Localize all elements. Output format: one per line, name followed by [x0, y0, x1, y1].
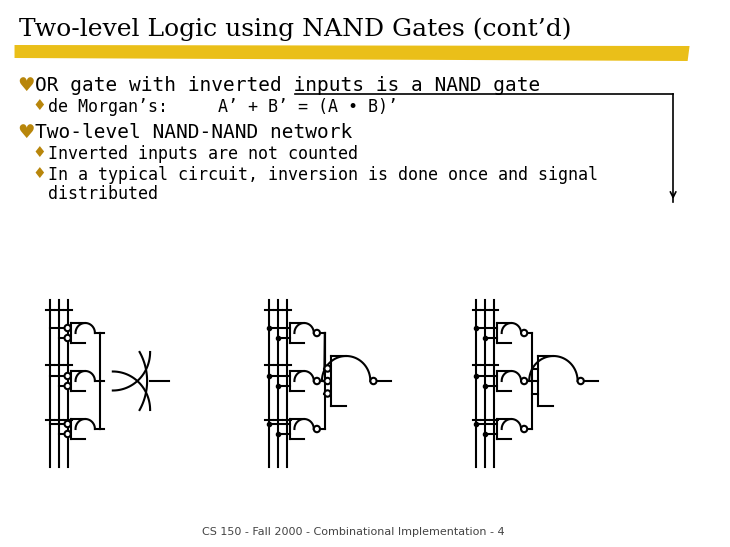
Circle shape	[370, 378, 377, 384]
Text: de Morgan’s:     A’ + B’ = (A • B)’: de Morgan’s: A’ + B’ = (A • B)’	[48, 98, 399, 116]
Text: ♦: ♦	[33, 145, 47, 160]
Circle shape	[324, 378, 331, 384]
Circle shape	[64, 373, 71, 379]
Circle shape	[521, 378, 527, 384]
Text: Two-level NAND-NAND network: Two-level NAND-NAND network	[35, 123, 352, 142]
Circle shape	[314, 330, 320, 336]
Text: distributed: distributed	[48, 185, 158, 203]
Circle shape	[314, 378, 320, 384]
Text: Inverted inputs are not counted: Inverted inputs are not counted	[48, 145, 358, 163]
Circle shape	[64, 383, 71, 389]
Circle shape	[577, 378, 584, 384]
Text: CS 150 - Fall 2000 - Combinational Implementation - 4: CS 150 - Fall 2000 - Combinational Imple…	[202, 527, 505, 537]
Text: ♦: ♦	[33, 98, 47, 113]
Polygon shape	[15, 45, 690, 61]
Text: ♥: ♥	[18, 123, 35, 142]
Circle shape	[314, 426, 320, 432]
Circle shape	[64, 335, 71, 341]
Text: ♥: ♥	[18, 76, 35, 95]
Circle shape	[521, 426, 527, 432]
Circle shape	[64, 325, 71, 331]
Circle shape	[324, 391, 331, 397]
Text: ♦: ♦	[33, 166, 47, 181]
Circle shape	[521, 330, 527, 336]
Circle shape	[64, 431, 71, 437]
Circle shape	[64, 421, 71, 427]
Circle shape	[324, 365, 331, 372]
Text: In a typical circuit, inversion is done once and signal: In a typical circuit, inversion is done …	[48, 166, 599, 184]
Text: Two-level Logic using NAND Gates (cont’d): Two-level Logic using NAND Gates (cont’d…	[20, 17, 572, 40]
Text: OR gate with inverted inputs is a NAND gate: OR gate with inverted inputs is a NAND g…	[35, 76, 540, 95]
